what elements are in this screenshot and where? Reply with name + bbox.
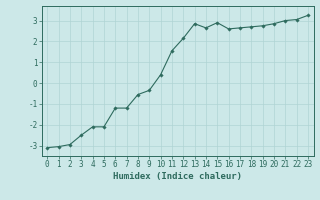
X-axis label: Humidex (Indice chaleur): Humidex (Indice chaleur) — [113, 172, 242, 181]
